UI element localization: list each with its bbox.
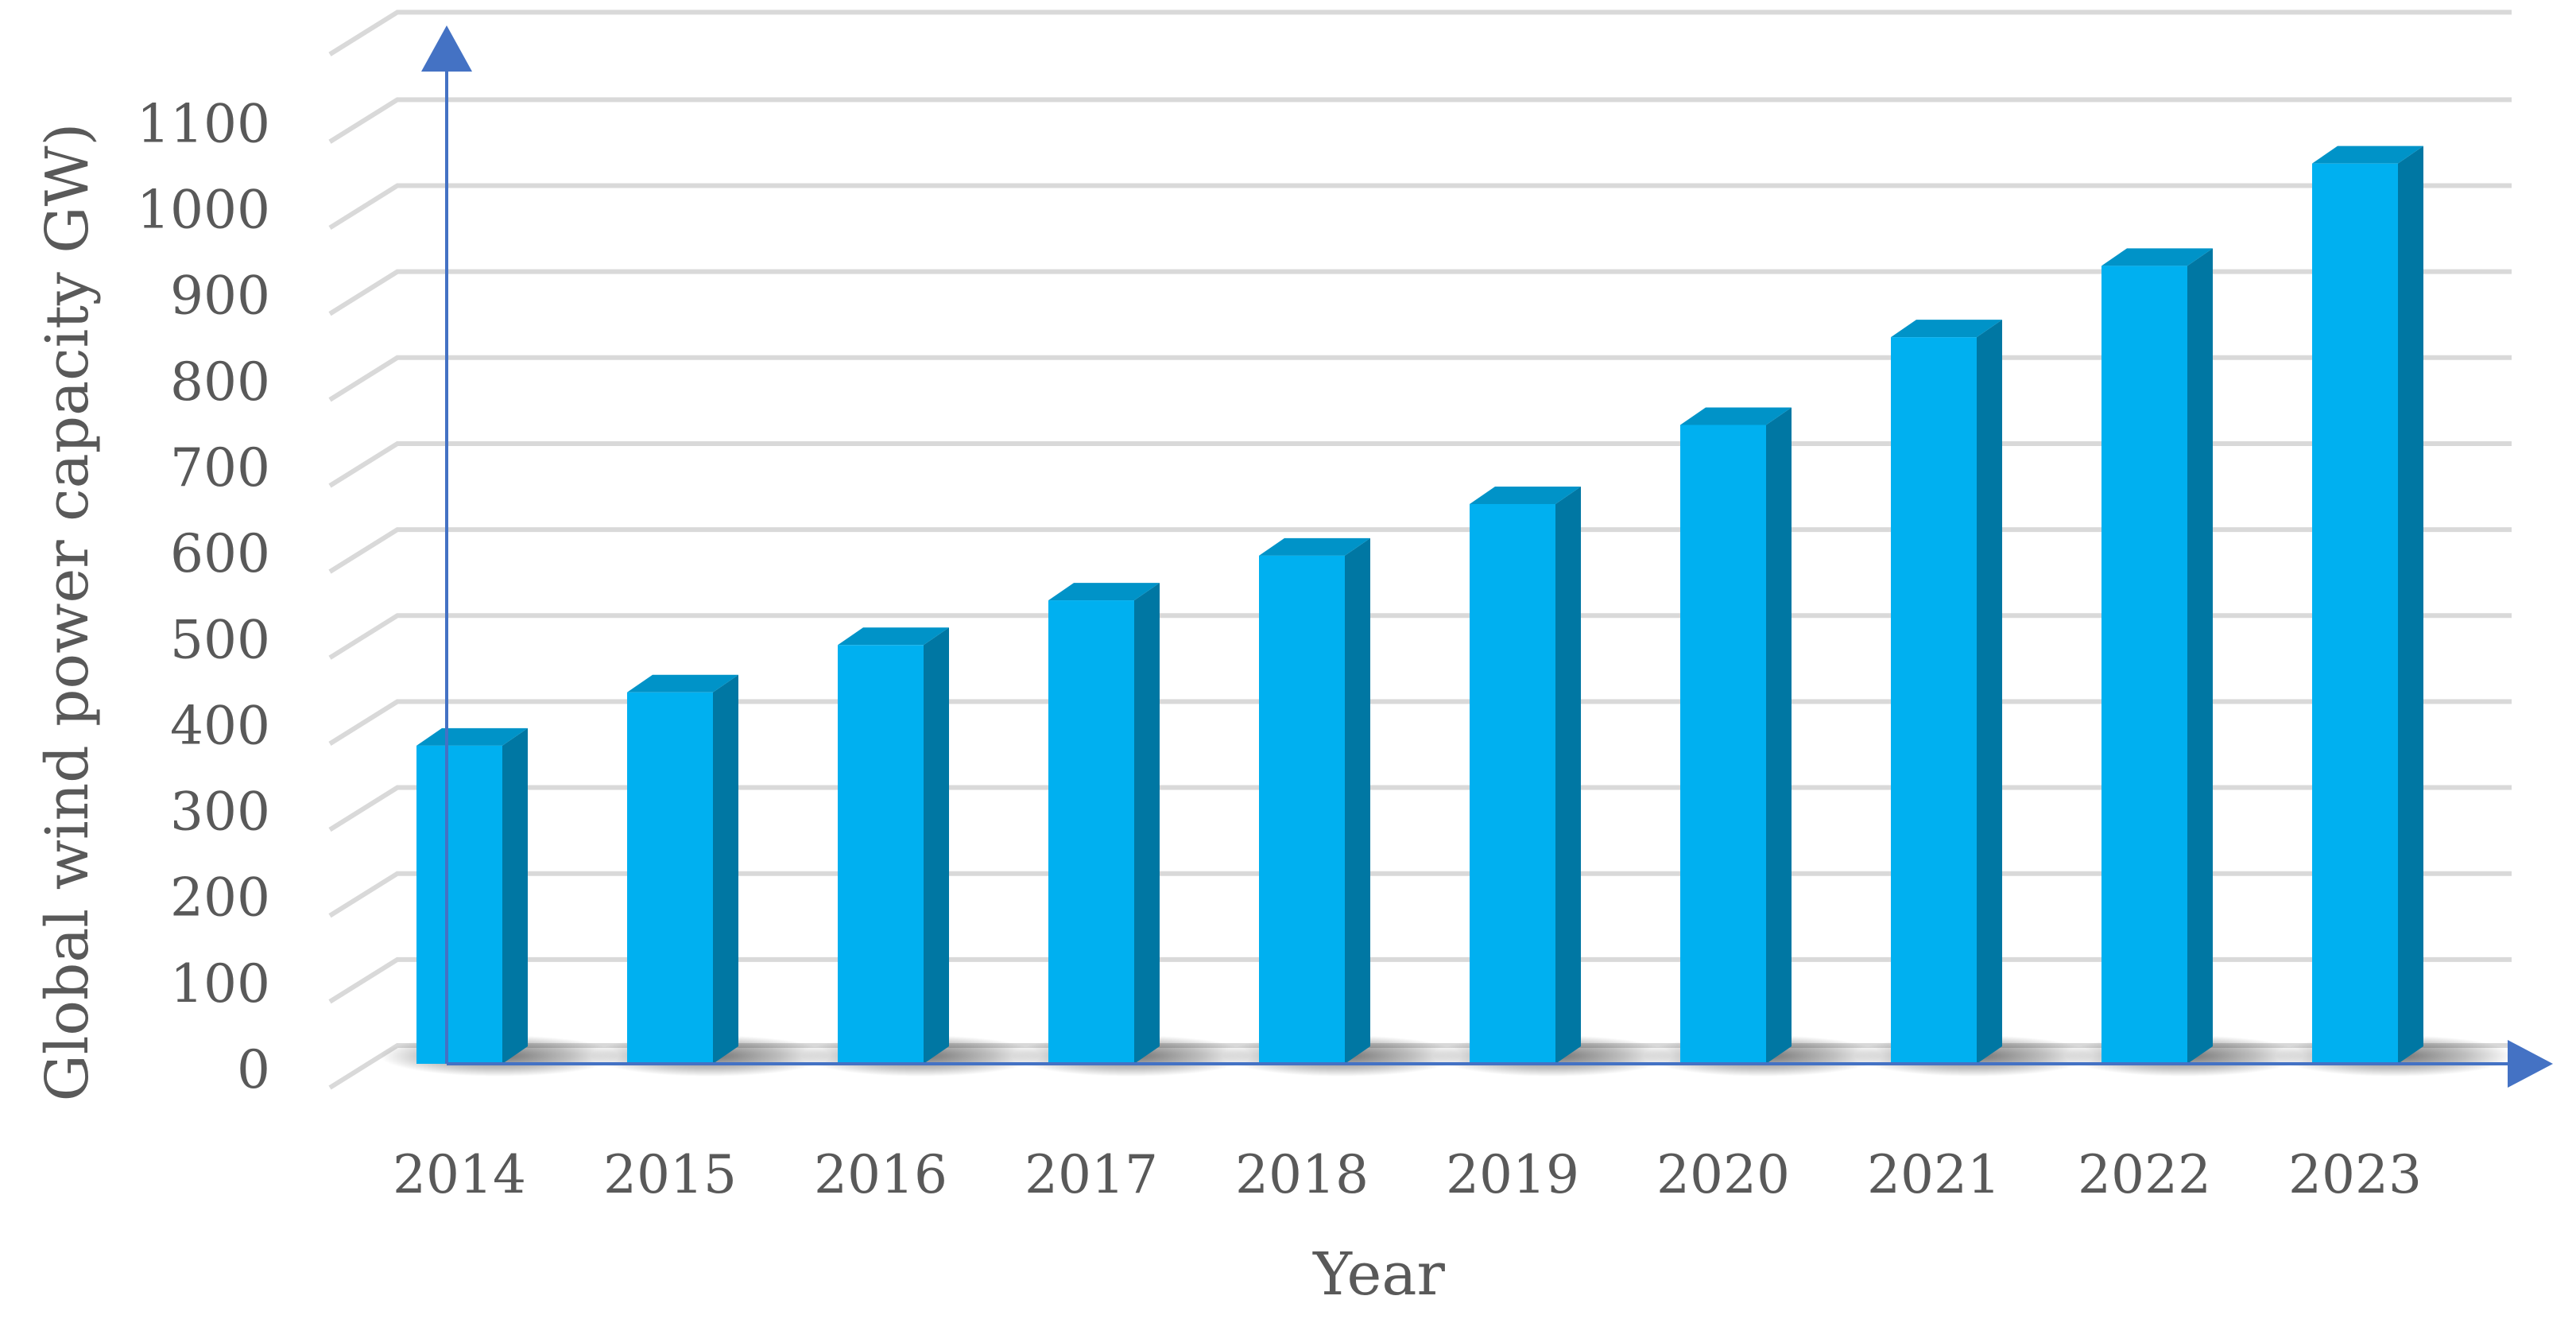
gridline [328,613,2512,660]
gridline [328,440,2512,488]
bar-front [2312,163,2398,1065]
x-tick-label: 2021 [1867,1144,2001,1205]
y-tick-label: 100 [170,953,270,1015]
y-tick-label: 800 [170,351,270,413]
x-axis-title: Year [1312,1240,1445,1309]
x-tick-label: 2015 [603,1144,737,1205]
bar-side [713,674,738,1064]
gridline [328,10,2512,56]
y-tick-labels: 0 100 200 300 400 500 600 700 800 900 1000 1100 [137,93,270,1100]
bar-2018 [1259,537,1370,1064]
x-tick-labels: 2014 2015 2016 2017 2018 2019 2020 2021 2022 2023 [393,1144,2422,1205]
bar-side [1134,583,1160,1064]
bar-side [502,727,528,1064]
bar-top [838,627,949,646]
gridline [328,355,2512,402]
bar-top [1680,407,1792,425]
y-tick-label: 400 [170,695,270,756]
bar-front [838,645,924,1064]
x-tick-label: 2018 [1235,1144,1369,1205]
bar-top [416,727,528,746]
gridline [328,956,2512,1004]
bar-2020 [1680,407,1792,1064]
bar-2021 [1891,320,2002,1064]
y-tick-label: 1000 [137,180,270,241]
bar-top [1470,486,1581,504]
gridline [328,785,2512,832]
y-axis-title: Global wind power capacity GW) [33,123,102,1102]
bar-side [2187,248,2213,1064]
bar-side [1345,537,1370,1064]
x-tick-label: 2016 [814,1144,947,1205]
x-tick-label: 2020 [1656,1144,1790,1205]
bars [416,145,2423,1065]
gridline [328,269,2512,316]
bar-2023 [2312,145,2423,1065]
x-axis-arrow-icon [2508,1040,2553,1088]
bar-2017 [1048,583,1160,1064]
gridline [328,527,2512,574]
y-tick-label: 200 [170,867,270,929]
x-tick-label: 2017 [1025,1144,1158,1205]
bar-top [1048,583,1160,601]
bar-top [2101,248,2213,266]
x-tick-label: 2014 [393,1144,526,1205]
gridline [328,699,2512,746]
y-tick-label: 900 [170,266,270,327]
gridline [328,871,2512,918]
y-tick-label: 600 [170,523,270,584]
bar-2015 [627,674,738,1064]
bar-side [1555,486,1581,1064]
bar-front [627,692,713,1064]
bar-top [2312,145,2423,164]
bar-side [1977,320,2002,1064]
gridline [328,97,2512,144]
bar-front [1891,337,1977,1064]
x-tick-label: 2022 [2078,1144,2211,1205]
bar-side [1766,407,1792,1064]
bar-2022 [2101,248,2213,1064]
bar-2016 [838,627,949,1064]
bar-front [416,745,502,1064]
gridlines [328,10,2512,1090]
y-axis-arrow-icon [421,25,472,72]
x-tick-label: 2019 [1446,1144,1579,1205]
y-tick-label: 500 [170,609,270,670]
bar-front [1048,600,1134,1064]
y-tick-label: 700 [170,437,270,499]
y-tick-label: 300 [170,782,270,843]
bar-top [627,674,738,693]
bar-front [1680,425,1766,1064]
bar-front [1259,555,1345,1064]
bar-front [2101,266,2187,1064]
bar-2014 [416,727,528,1064]
bar-front [1470,503,1555,1064]
axes [421,25,2553,1088]
bar-top [1891,320,2002,338]
y-tick-label: 0 [237,1039,270,1100]
y-tick-label: 1100 [137,93,270,154]
gridline [328,183,2512,231]
bar-2019 [1470,486,1581,1064]
x-tick-label: 2023 [2288,1144,2422,1205]
bar-top [1259,537,1370,556]
bar-side [924,627,949,1064]
bar-side [2398,145,2423,1065]
